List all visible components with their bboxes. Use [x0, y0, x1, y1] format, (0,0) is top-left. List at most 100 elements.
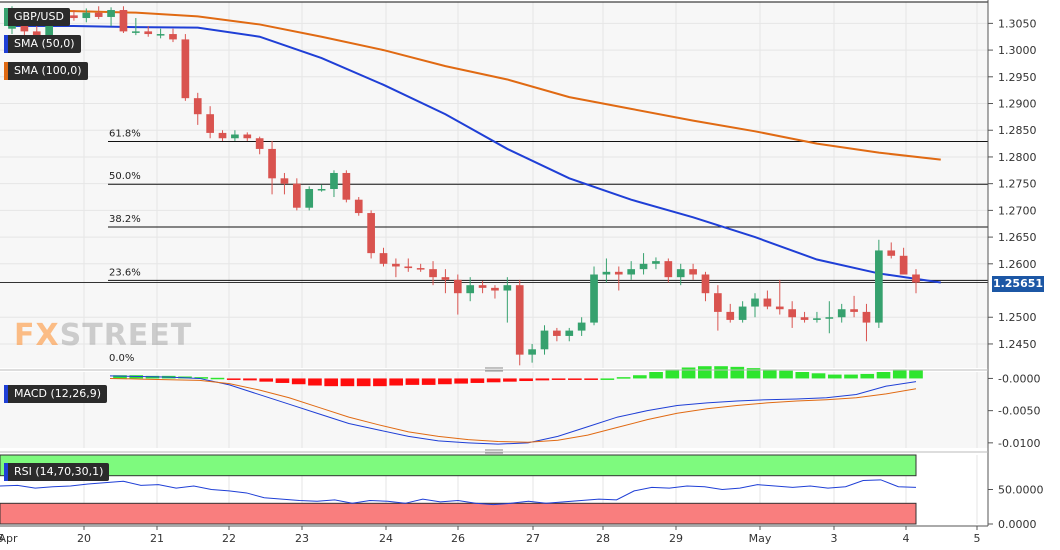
candle-body [268, 148, 276, 179]
legend-swatch [4, 8, 8, 26]
legend-label: SMA (100,0) [14, 64, 82, 77]
macd-histogram-bar [535, 378, 550, 381]
candle-body [169, 34, 177, 40]
macd-histogram-bar [259, 378, 274, 382]
candle-body [714, 293, 722, 312]
macd-histogram-bar [503, 378, 517, 382]
rsi-zones [0, 454, 917, 525]
last-price-tag: 1.25651 [992, 276, 1044, 292]
macd-histogram-bar [210, 377, 225, 380]
macd-histogram-bar [811, 373, 826, 379]
legend-macd[interactable]: MACD (12,26,9) [4, 385, 108, 403]
macd-histogram-bar [389, 378, 403, 386]
legend-rsi[interactable]: RSI (14,70,30,1) [4, 463, 110, 481]
candle-body [453, 279, 462, 294]
tick-labels: 1.3050 1.3000 1.2950 1.2900 1.2850 1.2800 1.27… [0, 17, 1044, 545]
macd-histogram-bar [356, 378, 371, 387]
indicator-lines [0, 9, 941, 506]
candle-body [899, 255, 908, 275]
macd-signal-line [109, 377, 917, 443]
candle-body [193, 98, 202, 115]
candle-body [392, 263, 400, 267]
fib-level-label: 38.2% [109, 214, 141, 225]
candle-body [342, 172, 351, 200]
macd-histogram-bar [665, 369, 680, 379]
candle-body [676, 269, 685, 278]
candle-body [317, 189, 326, 191]
candlesticks [8, 6, 920, 366]
candle-body [429, 269, 437, 278]
macd-histogram-bar [243, 378, 257, 381]
time-tick-label: 26 [451, 532, 465, 545]
macd-histogram-bar [308, 378, 322, 386]
macd-histogram-bar [454, 378, 468, 384]
price-tick-label: 1.2600 [998, 258, 1037, 271]
macd-tick-label: -0.0050 [998, 405, 1040, 418]
candle-body [701, 274, 710, 294]
time-tick-label: 23 [295, 532, 309, 545]
sma-50-line [12, 25, 941, 284]
candle-body [763, 298, 772, 307]
candle-body [775, 306, 784, 310]
macd-histogram-bar [113, 375, 127, 379]
time-tick-label: Apr [0, 532, 18, 545]
macd-histogram-bar [892, 369, 907, 379]
watermark-fx: FX [14, 318, 60, 353]
candle-body [503, 285, 512, 291]
candle-body [404, 266, 413, 269]
candle-body [875, 250, 883, 323]
watermark-street: STREET [59, 318, 193, 353]
candle-body [466, 285, 475, 294]
candle-body [131, 31, 140, 33]
candle-body [553, 330, 561, 336]
candle-body [367, 213, 375, 254]
macd-histogram-bar [470, 378, 485, 383]
candle-body [218, 132, 227, 139]
candle-body [639, 263, 648, 270]
candle-body [726, 311, 735, 320]
candle-body [751, 298, 759, 307]
legend-gbpusd[interactable]: GBP/USD [4, 8, 70, 26]
candle-body [565, 330, 574, 336]
candle-body [305, 189, 314, 208]
macd-histogram-bar [584, 378, 598, 380]
macd-histogram-bar [649, 372, 663, 379]
macd-histogram-bar [486, 378, 501, 383]
candle-body [738, 306, 747, 320]
fibonacci-levels: 61.8% 50.0% 38.2% 23.6% 0.0% [0, 1, 988, 364]
candle-body [862, 311, 871, 323]
candle-body [800, 317, 809, 320]
macd-histogram-bar [551, 378, 566, 380]
candle-body [379, 253, 388, 264]
candle-body [602, 271, 611, 275]
candle-body [416, 268, 425, 270]
candle-body [664, 261, 673, 278]
candle-body [292, 183, 301, 208]
macd-histogram-bar [746, 368, 761, 379]
candle-body [515, 285, 524, 355]
time-tick-label: 24 [379, 532, 393, 545]
macd-histogram-bar [275, 378, 290, 383]
candle-body [70, 15, 78, 19]
legend-label: RSI (14,70,30,1) [14, 465, 104, 478]
candle-body [837, 309, 846, 318]
time-tick-label: 28 [596, 532, 610, 545]
candle-body [614, 271, 623, 275]
rsi-tick-label: 50.0000 [998, 484, 1044, 497]
rsi-oversold-zone [0, 502, 917, 525]
macd-line [109, 375, 917, 445]
candle-body [243, 134, 252, 139]
legend-sma-100[interactable]: SMA (100,0) [4, 62, 88, 80]
legend-sma-50[interactable]: SMA (50,0) [4, 35, 81, 53]
candle-body [231, 134, 239, 139]
candle-body [144, 31, 153, 35]
price-tick-label: 1.2900 [998, 98, 1037, 111]
candle-body [82, 12, 91, 19]
macd-histogram-bar [421, 378, 436, 385]
axes [0, 0, 993, 530]
macd-histogram-bar [909, 370, 923, 379]
macd-histogram-bar [827, 374, 842, 379]
macd-histogram-bar [226, 378, 241, 380]
time-tick-label: 3 [831, 532, 838, 545]
